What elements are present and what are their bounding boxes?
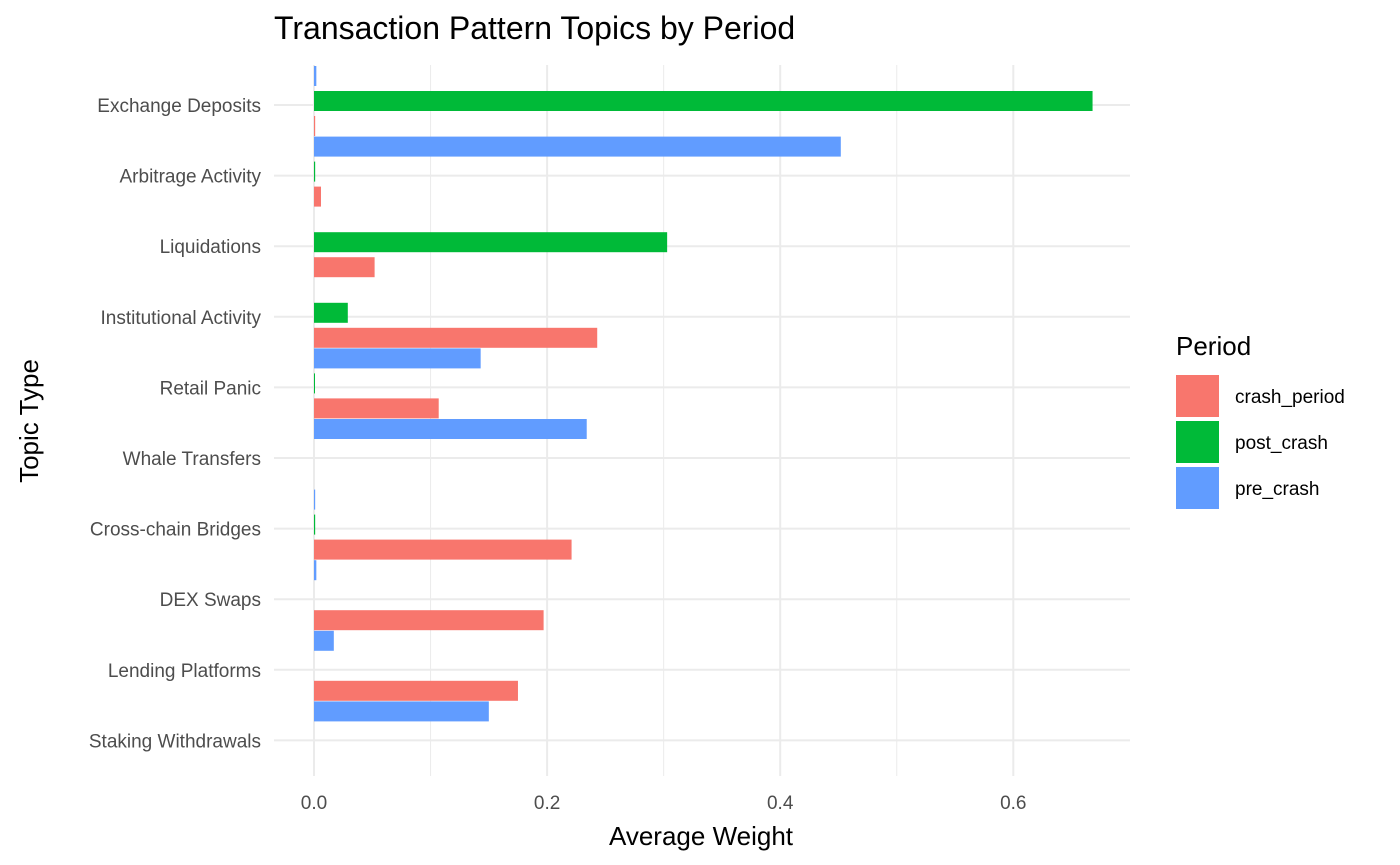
bar-crash_period [314,116,316,136]
bar-pre_crash [314,419,587,439]
bar-pre_crash [314,136,841,157]
bar-pre_crash [314,66,317,86]
legend-label-crash_period: crash_period [1235,387,1345,408]
bar-post_crash [314,514,316,535]
bar-post_crash [314,91,1093,111]
y-tick-label: Exchange Deposits [97,96,261,117]
bar-crash_period [314,398,439,419]
y-tick-label: Cross-chain Bridges [90,520,261,541]
bar-post_crash [314,373,315,394]
y-tick-label: DEX Swaps [160,590,261,611]
y-axis-title: Topic Type [14,359,44,483]
y-tick-label: Institutional Activity [100,308,261,329]
bars [314,66,1093,722]
x-tick-label: 0.6 [1000,793,1026,814]
y-tick-label: Retail Panic [160,378,261,399]
y-tick-label: Whale Transfers [123,449,261,470]
bar-crash_period [314,327,598,348]
y-tick-labels: Exchange Deposits Arbitrage Activity Liqui… [89,96,262,752]
bar-pre_crash [314,348,481,369]
legend-label-post_crash: post_crash [1235,433,1328,454]
chart-title: Transaction Pattern Topics by Period [274,10,795,46]
y-tick-label: Lending Platforms [108,661,261,682]
legend-key-post_crash [1176,421,1219,463]
bar-crash_period [314,680,518,701]
y-tick-label: Arbitrage Activity [120,167,262,188]
bar-pre_crash [314,560,317,581]
y-tick-label: Staking Withdrawals [89,731,261,752]
x-tick-labels: 0.0 0.2 0.4 0.6 [301,793,1027,814]
bar-post_crash [314,232,668,253]
y-tick-label: Liquidations [160,237,261,258]
legend-label-pre_crash: pre_crash [1235,479,1320,500]
grid [274,65,1130,776]
bar-pre_crash [314,630,334,651]
bar-pre_crash [314,489,316,510]
bar-crash_period [314,257,375,278]
legend-key-crash_period [1176,375,1219,417]
bar-pre_crash [314,701,489,722]
bar-crash_period [314,610,544,631]
x-axis-title: Average Weight [609,821,794,851]
x-tick-label: 0.0 [301,793,327,814]
bar-post_crash [314,302,348,323]
bar-crash_period [314,186,321,207]
legend-key-pre_crash [1176,467,1219,509]
bar-crash_period [314,539,572,560]
x-tick-label: 0.4 [767,793,794,814]
legend-title: Period [1176,331,1251,361]
x-tick-label: 0.2 [534,793,560,814]
legend: Period crash_period post_crash pre_crash [1176,331,1345,509]
bar-post_crash [314,161,316,182]
